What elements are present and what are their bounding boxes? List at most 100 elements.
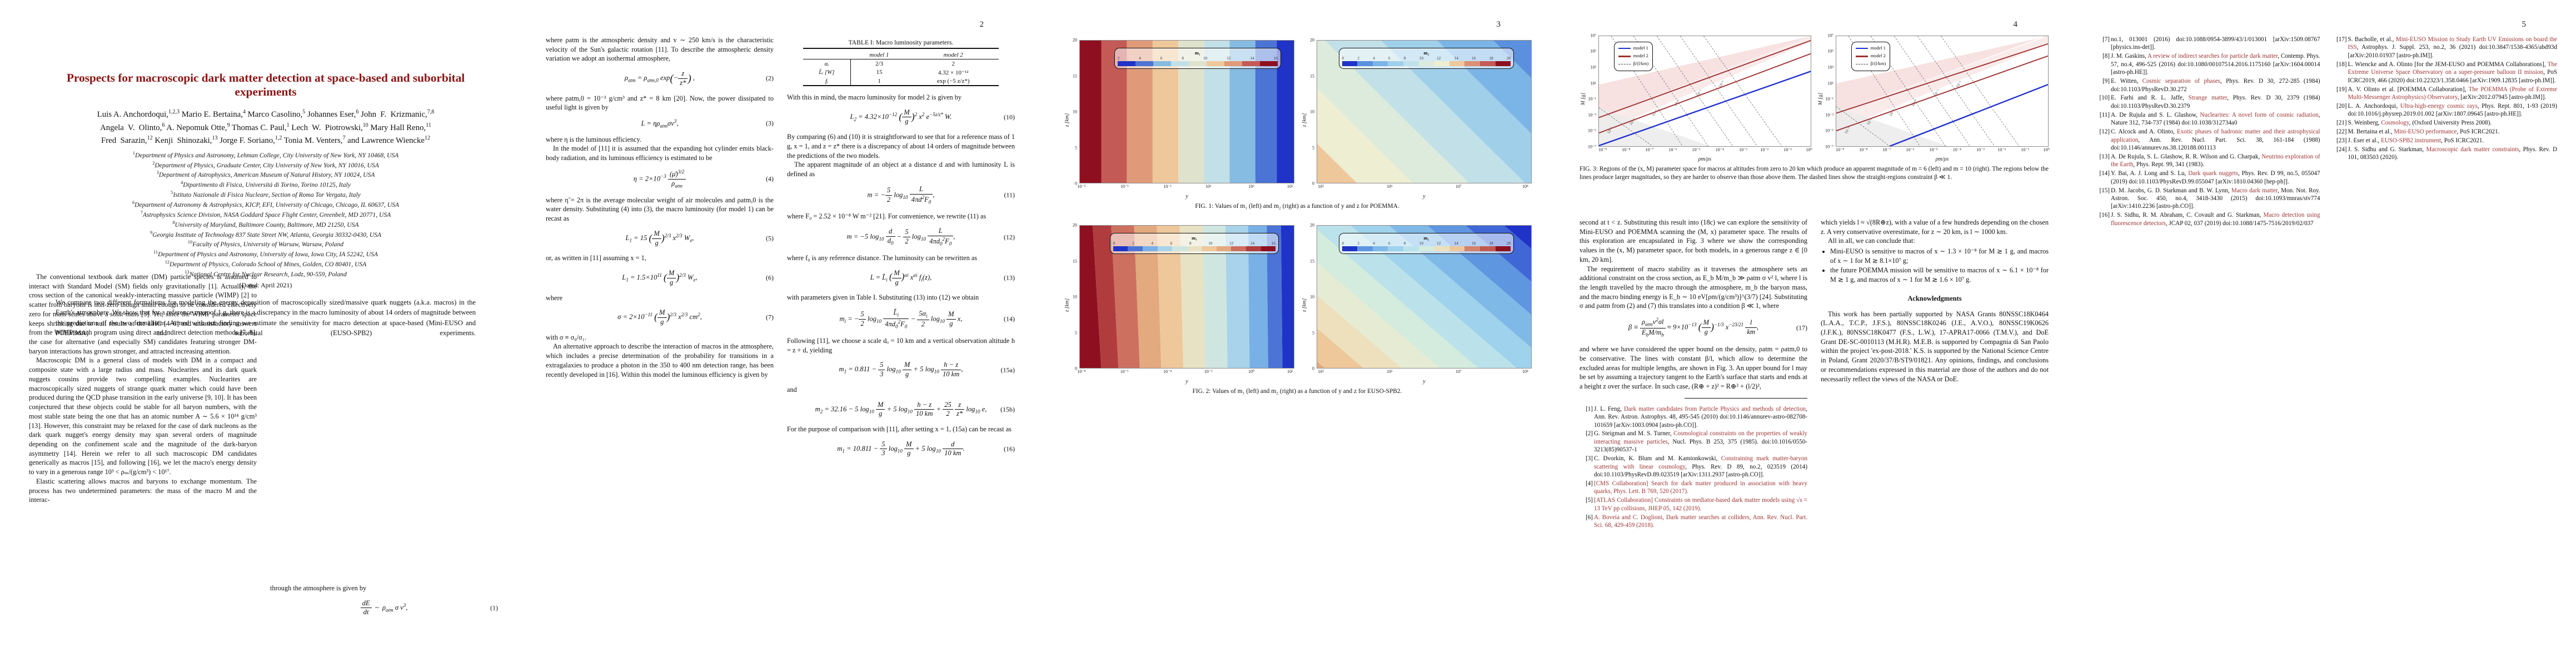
bib-pre: A. De Rujula, S. L. Glashow, R. R. Wilso…	[2111, 153, 2262, 160]
bib-link[interactable]: Cosmic separation of phases	[2142, 78, 2220, 85]
legend-level: 14	[1250, 56, 1254, 61]
legend-level: 20	[1506, 241, 1511, 246]
colorbar-legend: m₂ 0 2 4 6 8 10 12	[1338, 232, 1514, 254]
page-2-column-left: where ρatm is the atmospheric density an…	[546, 36, 774, 660]
y-tick: 20	[1073, 222, 1077, 228]
equation-14: mi = −5 2 log10 L̃i 4πd02F0 − 5αi 2 log10 M…	[839, 308, 1015, 330]
x-axis-ticks: 10⁻⁸ 10⁻⁶ 10⁻⁴ 10⁻² 10⁰ 10²	[1077, 369, 1294, 377]
bib-pre: C. Alcock and A. Olinto,	[2111, 128, 2177, 136]
bib-pre: Y. Bai, A. J. Long and S. Lu,	[2111, 170, 2189, 177]
y-tick: 10	[1310, 109, 1314, 115]
bib-post: , Nucl. Phys. B 253, 375 (1985). doi:10.…	[1594, 438, 1807, 454]
bib-link[interactable]: Macro detection using fluorescence detec…	[2111, 212, 2320, 227]
figure-3-panel-right: M [g] 10⁻⁷ 10⁻⁵ 10⁻³ 10⁻¹ 10¹ 10³ 10⁵ 10…	[1817, 33, 2050, 163]
x-tick: 10⁻⁸	[1077, 369, 1086, 375]
legend-colorbar	[1342, 246, 1511, 251]
bib-pre: A. De Rujula and S. L. Glashow,	[2111, 111, 2200, 118]
bib-link[interactable]: A review of indirect searches for partic…	[2148, 53, 2278, 60]
bib-link[interactable]: Nuclearites: A novel form of cosmic radi…	[2200, 111, 2319, 118]
bib-number: [7]	[2102, 36, 2110, 43]
legend-title: m₁	[1192, 235, 1197, 241]
legend-level: 20	[1506, 56, 1511, 61]
legend-title: m₂	[1423, 49, 1429, 56]
y-tick: 10¹	[1590, 81, 1596, 86]
figure-1-panels: z [km] 0 5 10 15 20	[1063, 38, 1532, 200]
bib-number: [15]	[2099, 187, 2110, 194]
bib-link[interactable]: Dark matter candidates from Particle Phy…	[1623, 405, 1806, 412]
legend-entry: model 1	[1855, 44, 1886, 52]
bib-number: [10]	[2099, 94, 2110, 102]
y-tick: 10⁵	[1590, 48, 1596, 54]
bib-link[interactable]: Strange matter	[2188, 94, 2228, 102]
colorbar-legend: m₂ 0 2 4 6 8 10 12	[1338, 47, 1514, 69]
y-tick: 10	[1073, 294, 1077, 300]
figure-1: z [km] 0 5 10 15 20	[1063, 38, 1532, 211]
legend-level: 2	[1357, 241, 1359, 246]
bib-link[interactable]: Mini-EUSO performance	[2394, 128, 2457, 136]
y-tick: 10⁻³	[1825, 112, 1833, 118]
legend-levels: 0 2 4 6 8 10 12 14 16	[1342, 241, 1511, 246]
bib-link[interactable]: EUSO-SPB2 instrument	[2380, 137, 2442, 145]
bibliography-item: [11] A. De Rujula and S. L. Glashow, Nucl…	[2096, 111, 2320, 127]
legend-level: 10	[1203, 56, 1208, 61]
bib-link[interactable]: [CMS Collaboration] Search for dark matt…	[1594, 480, 1807, 495]
bibliography-item: [22] M. Bertaina et al., Mini-EUSO perfor…	[2334, 128, 2558, 136]
bib-number: [4]	[1586, 480, 1593, 487]
table-cell: L̃ᵢ [W]	[803, 68, 851, 77]
y-tick: 10³	[1827, 64, 1833, 70]
legend-level: 2	[1357, 56, 1359, 61]
y-tick: 10⁻¹	[1825, 96, 1833, 102]
bib-link[interactable]: Ultra-high-energy cosmic rays	[2400, 102, 2478, 109]
bib-link[interactable]: The Extreme Universe Space Observatory o…	[2348, 61, 2558, 76]
bib-number: [21]	[2336, 120, 2347, 127]
bib-link[interactable]: Constraining mark matter-baryon scatteri…	[1594, 455, 1807, 470]
page-5-column-right: [17] S. Bacholle, et al., Mini-EUSO Missi…	[2334, 36, 2558, 660]
page-2-columns: where ρatm is the atmospheric density an…	[546, 36, 1015, 660]
bib-link[interactable]: [ATLAS Collaboration] Constraints on med…	[1594, 497, 1807, 512]
bibliography-item: [4] [CMS Collaboration] Search for dark m…	[1580, 480, 1807, 496]
table-row: fᵢ 1 exp (−5 z/z*)	[803, 77, 999, 86]
y-tick: 10⁻¹	[1588, 96, 1596, 102]
bib-link[interactable]: Macroscopic dark matter constraints	[2426, 146, 2519, 153]
bib-pre: J. L. Feng,	[1594, 405, 1624, 412]
x-tick: 10⁻⁹	[1598, 147, 1607, 152]
affiliation-item: 3Department of Astrophysics, American Mu…	[156, 170, 375, 179]
page-1-column-right: through the atmosphere is given by dE dt …	[270, 272, 498, 660]
y-tick: 10⁻⁵	[1587, 128, 1596, 133]
x-tick: 10⁻⁶	[1120, 369, 1129, 375]
legend-levels: 0 2 4 6 8 10 12 14 16	[1342, 56, 1511, 61]
y-axis-ticks: 10⁻⁷ 10⁻⁵ 10⁻³ 10⁻¹ 10¹ 10³ 10⁵ 10⁷	[1817, 33, 1833, 150]
page-2-column-right: TABLE I: Macro luminosity parameters. mo…	[787, 36, 1015, 660]
bib-link[interactable]: Neutrino exploration of the Earth	[2111, 153, 2320, 168]
bib-link[interactable]: Macro dark matter	[2231, 187, 2278, 194]
bib-link[interactable]: Mini-EUSO Mission to Study Earth UV Emis…	[2348, 36, 2557, 51]
legend-level: 0	[1113, 241, 1115, 246]
legend-level: 10	[1419, 56, 1423, 61]
paragraph: An alternative approach to describe the …	[546, 342, 774, 379]
y-tick: 20	[1310, 222, 1314, 228]
x-tick: 10⁻⁴	[1715, 147, 1724, 152]
x-tick: 10⁷	[1456, 369, 1462, 375]
x-tick: 10⁻³	[1976, 147, 1985, 152]
figure-1-panel-right: z [km] 0 5 10 15 20	[1300, 38, 1532, 200]
equation-tag: (10)	[1004, 113, 1015, 121]
bibliography-item: [6] A. Boveia and C. Doglioni, Dark matte…	[1580, 514, 1807, 530]
x-axis-ticks: 10⁻⁵ 10⁻³ 10⁻¹ 10¹ 10³ 10⁵	[1077, 183, 1294, 192]
bib-link[interactable]: The POEMMA (Probe of Extreme Multi-Messe…	[2348, 86, 2558, 101]
bib-link[interactable]: Cosmological constraints on the properti…	[1594, 430, 1807, 445]
bib-link[interactable]: Dark quark nuggets	[2188, 170, 2238, 177]
figure-3-legend: model 1 model 2 β/(l/km)	[1613, 41, 1653, 71]
bib-link[interactable]: A. Boveia and C. Doglioni, Dark matter s…	[1594, 514, 1807, 529]
page-number: 4	[2013, 20, 2018, 29]
bib-number: [6]	[1586, 514, 1593, 521]
y-tick: 0	[1075, 181, 1077, 186]
equation-4: η = 2×10−3 (μ̄)3/2 ρatm (4)	[633, 168, 774, 189]
bib-link[interactable]: Exotic phases of hadronic matter and the…	[2111, 128, 2320, 143]
bibliography-item: [15] D. M. Jacobs, G. D. Starkman and B. …	[2096, 187, 2320, 211]
paragraph: or, as written in [11] assuming x = 1,	[546, 254, 646, 262]
x-axis-label: y	[1423, 379, 1426, 385]
bibliography-item: [18] L. Wiencke and A. Olinto [for the JE…	[2334, 61, 2558, 84]
bib-link[interactable]: Cosmology	[2381, 120, 2409, 127]
x-tick: 10⁻⁷	[1882, 147, 1891, 152]
